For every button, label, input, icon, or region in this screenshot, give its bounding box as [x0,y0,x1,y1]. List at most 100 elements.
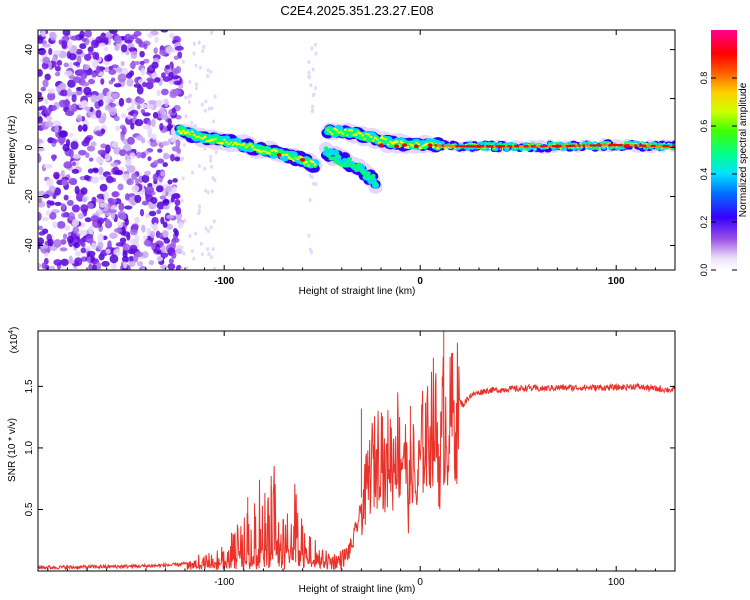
noise-speckle [118,97,125,107]
signal-blob [570,147,573,149]
noise-speckle [134,234,140,243]
signal-core [464,145,469,148]
noise-speckle [147,132,153,139]
noise-speckle [122,261,128,269]
noise-speckle [130,122,135,130]
noise-speckle [38,116,43,124]
noise-speckle [199,241,203,246]
signal-blob [484,147,491,152]
signal-blob [603,146,605,148]
noise-speckle [44,107,52,116]
noise-speckle [170,240,176,249]
noise-speckle [172,178,178,183]
noise-speckle [80,247,87,254]
signal-blob [590,146,592,148]
noise-speckle [207,106,211,111]
signal-blob [586,141,591,145]
signal-blob [523,148,525,150]
signal-blob [408,143,411,145]
signal-core [653,144,657,148]
signal-blob [260,145,266,150]
noise-speckle [80,187,88,195]
noise-speckle [71,218,80,227]
noise-speckle [85,235,94,244]
signal-blob [469,142,471,145]
noise-speckle [104,55,112,62]
noise-speckle [53,171,60,180]
noise-speckle [156,209,162,215]
noise-speckle [197,211,201,216]
signal-blob [346,134,349,137]
noise-speckle [172,89,182,95]
signal-blob [661,147,664,150]
signal-blob [513,142,517,146]
noise-speckle [126,178,134,186]
noise-speckle [109,30,118,35]
noise-speckle [102,112,107,122]
noise-speckle [156,158,165,164]
noise-speckle [71,204,80,213]
signal-blob [274,149,278,153]
noise-speckle [83,86,92,96]
figure-title: C2E4.2025.351.23.27.E08 [280,3,433,18]
noise-speckle [181,156,185,161]
noise-speckle [90,215,99,223]
noise-speckle [90,94,98,103]
noise-speckle [88,51,94,56]
noise-speckle [167,118,172,126]
signal-peak [623,144,629,149]
signal-core [657,144,661,148]
noise-speckle [68,61,73,71]
noise-speckle [97,233,104,243]
noise-speckle [147,156,152,162]
noise-speckle [147,32,153,38]
signal-core [469,145,473,148]
noise-speckle [90,39,100,49]
noise-speckle [136,85,144,95]
signal-blob [326,128,330,132]
noise-speckle [63,225,71,231]
signal-core [495,145,499,148]
noise-speckle [167,179,173,185]
noise-speckle [314,51,318,56]
noise-speckle [78,149,87,156]
noise-speckle [130,200,136,206]
noise-speckle [140,137,146,144]
signal-blob [240,144,243,147]
signal-blob [264,146,271,152]
noise-speckle [56,220,66,229]
noise-speckle [184,114,188,119]
noise-speckle [52,50,62,56]
signal-blob [488,142,491,146]
noise-speckle [46,115,53,122]
noise-speckle [119,149,127,157]
noise-speckle [141,224,146,233]
colorbar-tick-label: 0.6 [699,120,709,133]
noise-speckle [107,240,112,250]
noise-speckle [160,113,169,121]
signal-blob [335,154,341,159]
signal-blob [532,143,534,145]
signal-blob [197,135,200,138]
noise-speckle [178,84,184,90]
signal-blob [229,141,233,144]
noise-speckle [152,111,159,119]
signal-blob [266,151,269,154]
signal-core [631,144,636,147]
signal-core [504,145,509,148]
signal-blob [363,175,369,180]
signal-blob [593,146,597,150]
signal-blob [499,148,502,150]
signal-core [526,145,530,148]
signal-blob [648,142,650,144]
signal-blob [382,137,386,140]
noise-speckle [52,138,58,144]
signal-core [617,143,621,147]
noise-speckle [209,69,213,74]
signal-core [490,145,494,148]
y-tick-label: 1.0 [24,441,35,455]
noise-speckle [61,212,67,218]
noise-speckle [38,106,43,111]
signal-blob [478,141,484,146]
noise-speckle [190,249,194,254]
